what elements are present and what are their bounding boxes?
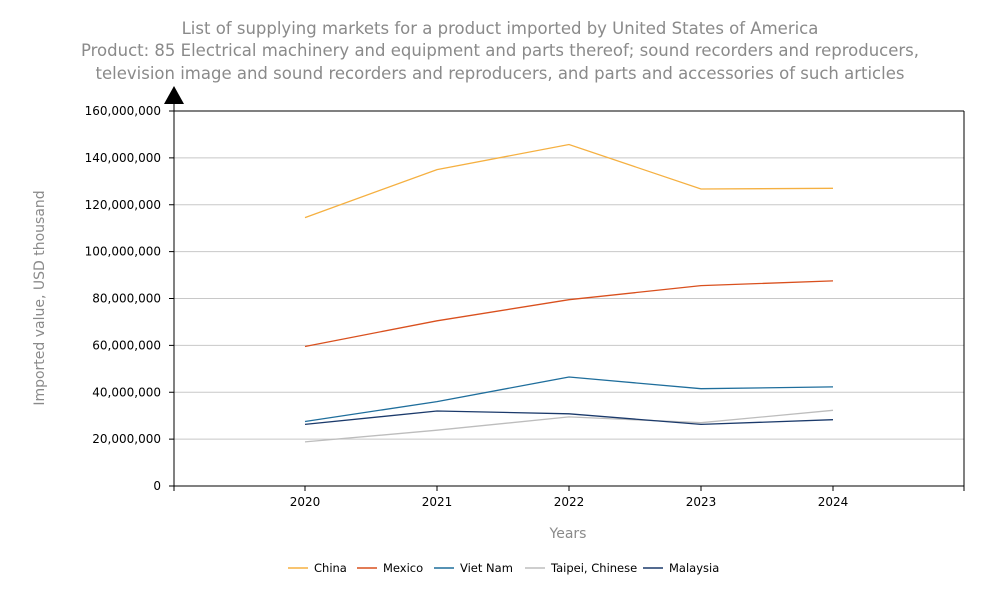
legend-label: Taipei, Chinese — [550, 561, 637, 575]
series-lines — [304, 143, 834, 443]
y-tick-label: 160,000,000 — [85, 104, 161, 118]
y-tick-label: 20,000,000 — [92, 432, 161, 446]
series-line — [304, 143, 834, 219]
series-line — [304, 376, 834, 423]
y-tick-label: 0 — [153, 479, 161, 493]
y-axis-arrow-icon — [164, 86, 184, 104]
series-line — [304, 280, 834, 348]
x-tick-label: 2024 — [818, 495, 849, 509]
gridlines — [174, 110, 964, 440]
series-line — [304, 409, 834, 443]
legend-item: Mexico — [357, 561, 423, 575]
y-axis-title: Imported value, USD thousand — [32, 190, 48, 405]
legend-label: China — [314, 561, 347, 575]
x-tick-label: 2020 — [290, 495, 321, 509]
x-tick-label: 2022 — [554, 495, 585, 509]
x-tick-label: 2021 — [422, 495, 453, 509]
chart-title-line-1: List of supplying markets for a product … — [181, 19, 819, 38]
x-axis-title: Years — [549, 526, 587, 542]
series-line — [304, 410, 834, 426]
legend-label: Viet Nam — [460, 561, 513, 575]
y-tick-label: 80,000,000 — [92, 292, 161, 306]
y-tick-label: 140,000,000 — [85, 151, 161, 165]
y-tick-label: 120,000,000 — [85, 198, 161, 212]
x-axis-ticks: 2020 2021 2022 2023 2024 — [173, 486, 965, 509]
legend-item: China — [288, 561, 347, 575]
legend-label: Mexico — [383, 561, 423, 575]
y-tick-label: 40,000,000 — [92, 385, 161, 399]
chart-title-line-3: television image and sound recorders and… — [95, 64, 905, 83]
y-tick-label: 100,000,000 — [85, 245, 161, 259]
axes — [164, 86, 965, 491]
y-tick-label: 60,000,000 — [92, 338, 161, 352]
legend-item: Viet Nam — [434, 561, 513, 575]
chart-title-line-2: Product: 85 Electrical machinery and equ… — [80, 41, 920, 60]
y-axis-ticks: 0 20,000,000 40,000,000 60,000,000 80,000,00… — [85, 104, 174, 493]
legend: China Mexico Viet Nam Taipei, Chinese Malays… — [288, 561, 719, 575]
legend-item: Taipei, Chinese — [525, 561, 637, 575]
legend-label: Malaysia — [669, 561, 719, 575]
legend-item: Malaysia — [643, 561, 719, 575]
x-tick-label: 2023 — [686, 495, 717, 509]
